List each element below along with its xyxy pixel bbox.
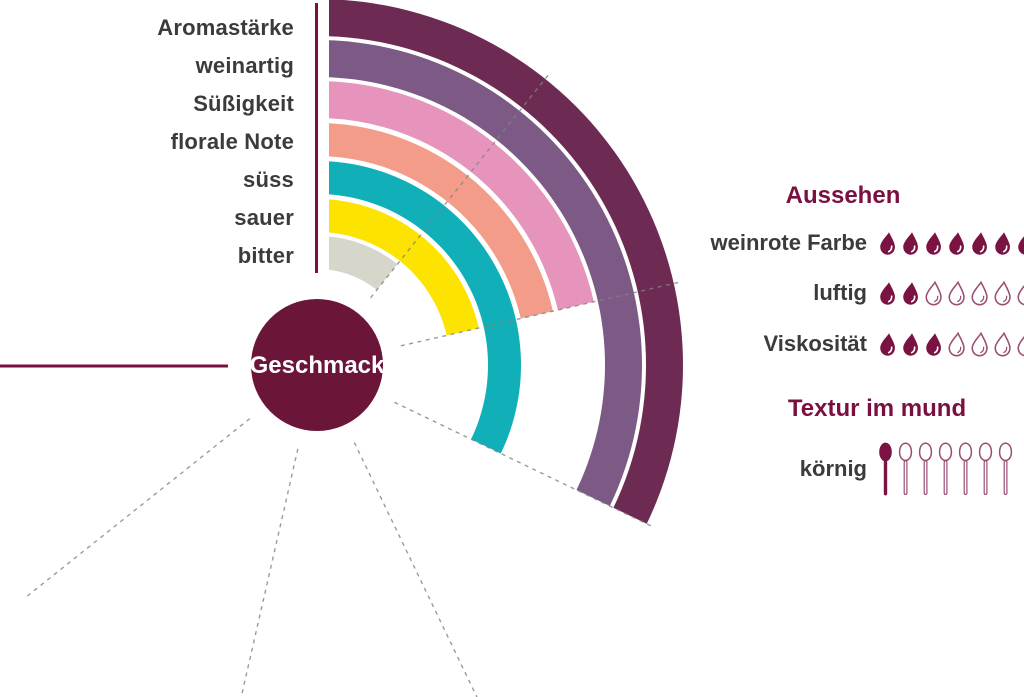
chart-center-circle: [251, 299, 383, 431]
drop-icon: [1018, 235, 1024, 255]
drop-icon: [994, 280, 1011, 305]
drop-icon: [903, 281, 918, 305]
drop-icon: [880, 281, 895, 305]
rating-row-koernig: körnig: [600, 441, 1016, 497]
rating-label: weinrote Farbe: [710, 230, 867, 255]
spoon-icons: [878, 442, 1013, 496]
gridline-6: [25, 418, 251, 598]
gridline-4: [353, 442, 478, 697]
arc-3: [329, 123, 553, 319]
rating-label: Viskosität: [763, 331, 867, 356]
rating-row-weinrote-farbe: weinrote Farbe: [600, 217, 1024, 269]
drop-icon: [1017, 335, 1024, 356]
drop-icons: [878, 331, 1024, 357]
gridline-1: [370, 73, 550, 299]
appearance-heading: Aussehen: [785, 182, 901, 209]
drop-icon: [995, 231, 1010, 255]
arc-2: [329, 81, 594, 311]
arc-label-suess: süss: [243, 167, 294, 192]
drop-icon: [948, 280, 965, 305]
spoon-icon: [918, 442, 933, 495]
drop-icon: [971, 280, 988, 305]
drop-icon: [972, 231, 987, 255]
arc-5: [329, 199, 479, 336]
chart-gridlines: [25, 73, 680, 697]
drop-icon: [903, 231, 918, 255]
gridline-3: [394, 401, 653, 528]
spoon-icon: [898, 442, 913, 495]
spoon-icon: [958, 442, 973, 495]
drop-icon: [880, 332, 895, 356]
arc-6: [329, 236, 398, 290]
chart-arcs: [329, 0, 683, 524]
arc-label-aromastaerke: Aromastärke: [157, 15, 294, 40]
spoon-icon: [938, 442, 953, 495]
drop-icon: [994, 331, 1011, 356]
arc-label-florale-note: florale Note: [170, 129, 294, 154]
arc-label-sauer: sauer: [234, 205, 294, 230]
chart-axes: [0, 3, 318, 368]
arc-category-labels: Aromastärke weinartig Süßigkeit florale …: [0, 9, 294, 275]
drop-icon: [903, 332, 918, 356]
rating-row-viskositaet: Viskosität: [600, 318, 1024, 370]
drop-icon: [925, 280, 942, 305]
arc-label-bitter: bitter: [237, 243, 294, 268]
arc-0: [329, 0, 683, 524]
chart-center-label: Geschmack: [250, 352, 385, 379]
drop-icon: [948, 331, 965, 356]
drop-icon: [926, 332, 941, 356]
arc-label-weinartig: weinartig: [195, 53, 294, 78]
rating-row-luftig: luftig: [600, 267, 1024, 319]
mouthfeel-heading: Textur im mund: [787, 395, 967, 422]
arc-1: [329, 40, 642, 507]
drop-icon: [949, 231, 964, 255]
gridline-2: [400, 281, 680, 347]
spoon-icon: [998, 442, 1013, 495]
rating-label: luftig: [813, 280, 867, 305]
drop-icon: [880, 231, 895, 255]
spoon-icon: [978, 442, 993, 495]
drop-icon: [971, 331, 988, 356]
arc-label-suessigkeit: Süßigkeit: [193, 91, 294, 116]
drop-icons: [878, 231, 1024, 256]
arc-4: [329, 161, 521, 454]
drop-icons: [878, 280, 1024, 306]
gridline-5: [240, 448, 299, 697]
rating-label: körnig: [799, 456, 867, 481]
drop-icon: [926, 231, 941, 255]
drop-icon: [1017, 284, 1024, 305]
spoon-icon: [879, 442, 892, 496]
